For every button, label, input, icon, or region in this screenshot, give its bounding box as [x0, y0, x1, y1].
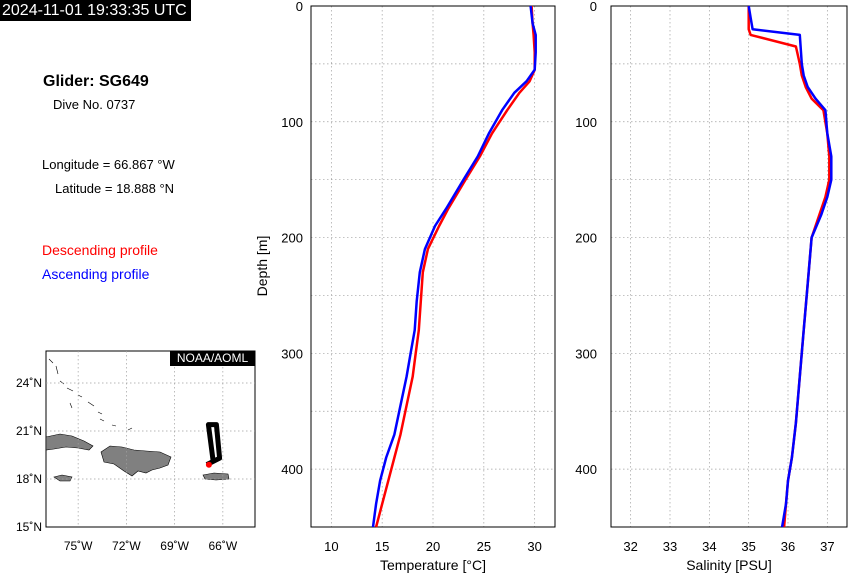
salinity-grid — [611, 6, 847, 527]
y-tick-label: 400 — [281, 462, 303, 477]
temperature-grid — [311, 6, 555, 527]
x-tick-label: 25 — [477, 539, 491, 554]
x-tick-label: 33 — [663, 539, 677, 554]
map-lat-label: 18˚N — [16, 472, 42, 486]
map-credit: NOAA/AOML — [177, 351, 249, 365]
land-masses — [45, 358, 230, 482]
longitude-readout: Longitude = 66.867 °W — [42, 157, 175, 172]
timestamp-label: 2024-11-01 19:33:35 UTC — [0, 0, 191, 21]
salinity-chart: 32 33 34 35 36 37 0 100 200 300 400 Salinity [PSU] — [575, 0, 848, 573]
map-inset: NOAA/AOML 75˚W 72˚W 69˚W 66˚W 24˚N 21˚N 18˚N 15… — [16, 350, 256, 553]
map-lat-label: 24˚N — [16, 376, 42, 390]
x-tick-label: 34 — [702, 539, 716, 554]
legend-descending: Descending profile — [42, 242, 158, 258]
temperature-ascending-line — [371, 5, 537, 528]
salinity-x-axis-label: Salinity [PSU] — [686, 557, 772, 573]
puerto-rico-landmass — [202, 472, 230, 481]
glider-track — [205, 422, 223, 467]
cuba-landmass — [45, 433, 94, 451]
salinity-ascending-line — [747, 5, 833, 528]
temperature-descending-line — [374, 5, 536, 528]
hispaniola-landmass — [100, 445, 172, 477]
y-tick-label: 200 — [575, 231, 597, 246]
y-tick-label: 0 — [296, 0, 303, 14]
map-lon-label: 69˚W — [160, 539, 189, 553]
x-tick-label: 30 — [527, 539, 541, 554]
y-tick-label: 0 — [590, 0, 597, 14]
latitude-readout: Latitude = 18.888 °N — [55, 181, 175, 196]
map-lat-label: 15˚N — [16, 520, 42, 534]
salinity-descending-line — [747, 6, 831, 528]
depth-y-axis-label: Depth [m] — [254, 236, 270, 297]
salinity-plot-frame — [610, 5, 848, 528]
x-tick-label: 37 — [820, 539, 834, 554]
x-tick-label: 20 — [426, 539, 440, 554]
y-tick-label: 200 — [281, 231, 303, 246]
y-tick-label: 400 — [575, 462, 597, 477]
glider-title: Glider: SG649 — [43, 73, 149, 90]
map-lon-label: 72˚W — [112, 539, 141, 553]
glider-position-marker — [205, 461, 212, 468]
map-grid — [46, 351, 255, 527]
salinity-ticks: 32 33 34 35 36 37 0 100 200 300 400 — [575, 0, 834, 554]
y-tick-label: 300 — [575, 346, 597, 361]
legend-ascending: Ascending profile — [42, 266, 150, 282]
temperature-x-axis-label: Temperature [°C] — [380, 557, 486, 573]
x-tick-label: 10 — [324, 539, 338, 554]
bahamas-islands — [48, 358, 133, 431]
map-lon-label: 75˚W — [64, 539, 93, 553]
temperature-plot-frame — [310, 5, 556, 528]
x-tick-label: 32 — [623, 539, 637, 554]
map-axis-labels: 75˚W 72˚W 69˚W 66˚W 24˚N 21˚N 18˚N 15˚N — [16, 376, 238, 553]
x-tick-label: 36 — [781, 539, 795, 554]
y-tick-label: 100 — [575, 115, 597, 130]
y-tick-label: 100 — [281, 115, 303, 130]
y-tick-label: 300 — [281, 346, 303, 361]
dive-number: Dive No. 0737 — [53, 97, 136, 112]
x-tick-label: 15 — [375, 539, 389, 554]
map-lat-label: 21˚N — [16, 424, 42, 438]
x-tick-label: 35 — [741, 539, 755, 554]
map-lon-label: 66˚W — [209, 539, 238, 553]
